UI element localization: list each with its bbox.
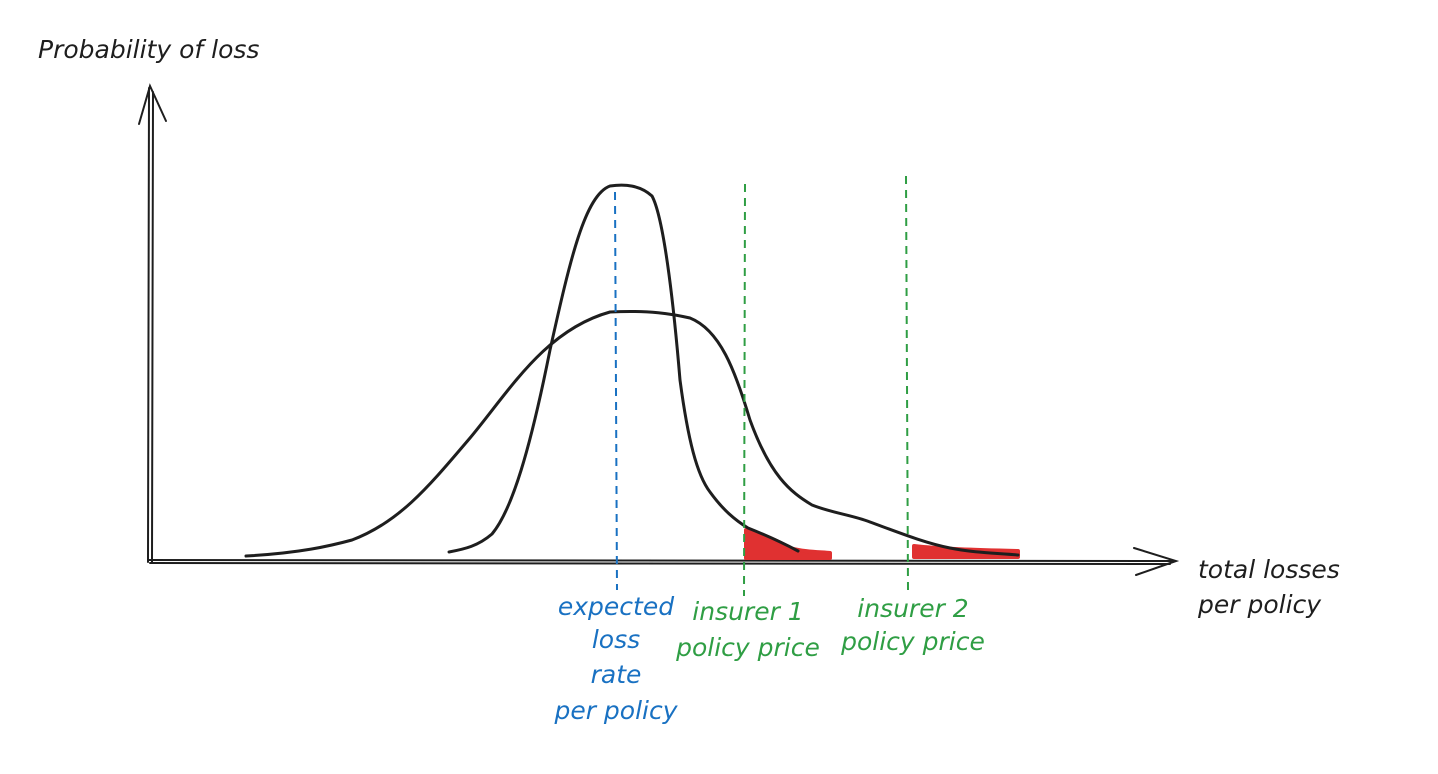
expected-loss-label-line-1: expected <box>558 592 674 621</box>
insurer-1-label: insurer 1 policy price <box>675 597 820 662</box>
x-axis-label: total losses per policy <box>1197 555 1340 619</box>
insurer-2-price-marker <box>905 175 909 591</box>
wide-distribution-curve <box>244 309 1020 558</box>
expected-loss-label-line-4: per policy <box>553 696 678 725</box>
expected-loss-marker <box>614 191 618 591</box>
insurer-2-label-line-2: policy price <box>840 627 985 656</box>
x-axis-arrowhead <box>1133 547 1180 576</box>
narrow-distribution-curve <box>447 183 800 554</box>
x-axis <box>147 547 1180 576</box>
expected-loss-label-line-3: rate <box>591 660 642 689</box>
x-axis-label-line-2: per policy <box>1197 590 1322 619</box>
expected-loss-label: expected loss rate per policy <box>553 592 678 725</box>
insurer-1-label-line-1: insurer 1 <box>692 597 803 626</box>
x-axis-label-line-1: total losses <box>1198 555 1340 584</box>
y-axis-arrowhead <box>138 83 167 125</box>
y-axis-label: Probability of loss <box>38 35 259 64</box>
insurer-2-label: insurer 2 policy price <box>840 594 985 656</box>
insurer-1-tail-area <box>744 528 832 560</box>
insurer-1-price-marker <box>743 183 746 597</box>
insurer-2-label-line-1: insurer 2 <box>857 594 968 623</box>
y-axis <box>138 83 167 563</box>
insurer-1-label-line-2: policy price <box>675 633 820 662</box>
expected-loss-label-line-2: loss <box>592 625 640 654</box>
